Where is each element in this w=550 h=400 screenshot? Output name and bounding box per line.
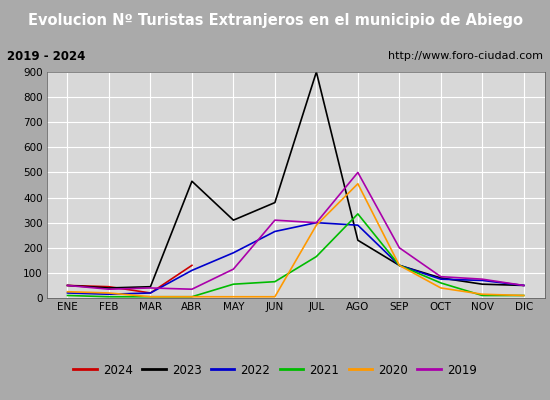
Text: 2019 - 2024: 2019 - 2024 xyxy=(7,50,85,63)
Text: Evolucion Nº Turistas Extranjeros en el municipio de Abiego: Evolucion Nº Turistas Extranjeros en el … xyxy=(28,14,522,28)
Text: http://www.foro-ciudad.com: http://www.foro-ciudad.com xyxy=(388,51,543,61)
Legend: 2024, 2023, 2022, 2021, 2020, 2019: 2024, 2023, 2022, 2021, 2020, 2019 xyxy=(69,359,481,381)
